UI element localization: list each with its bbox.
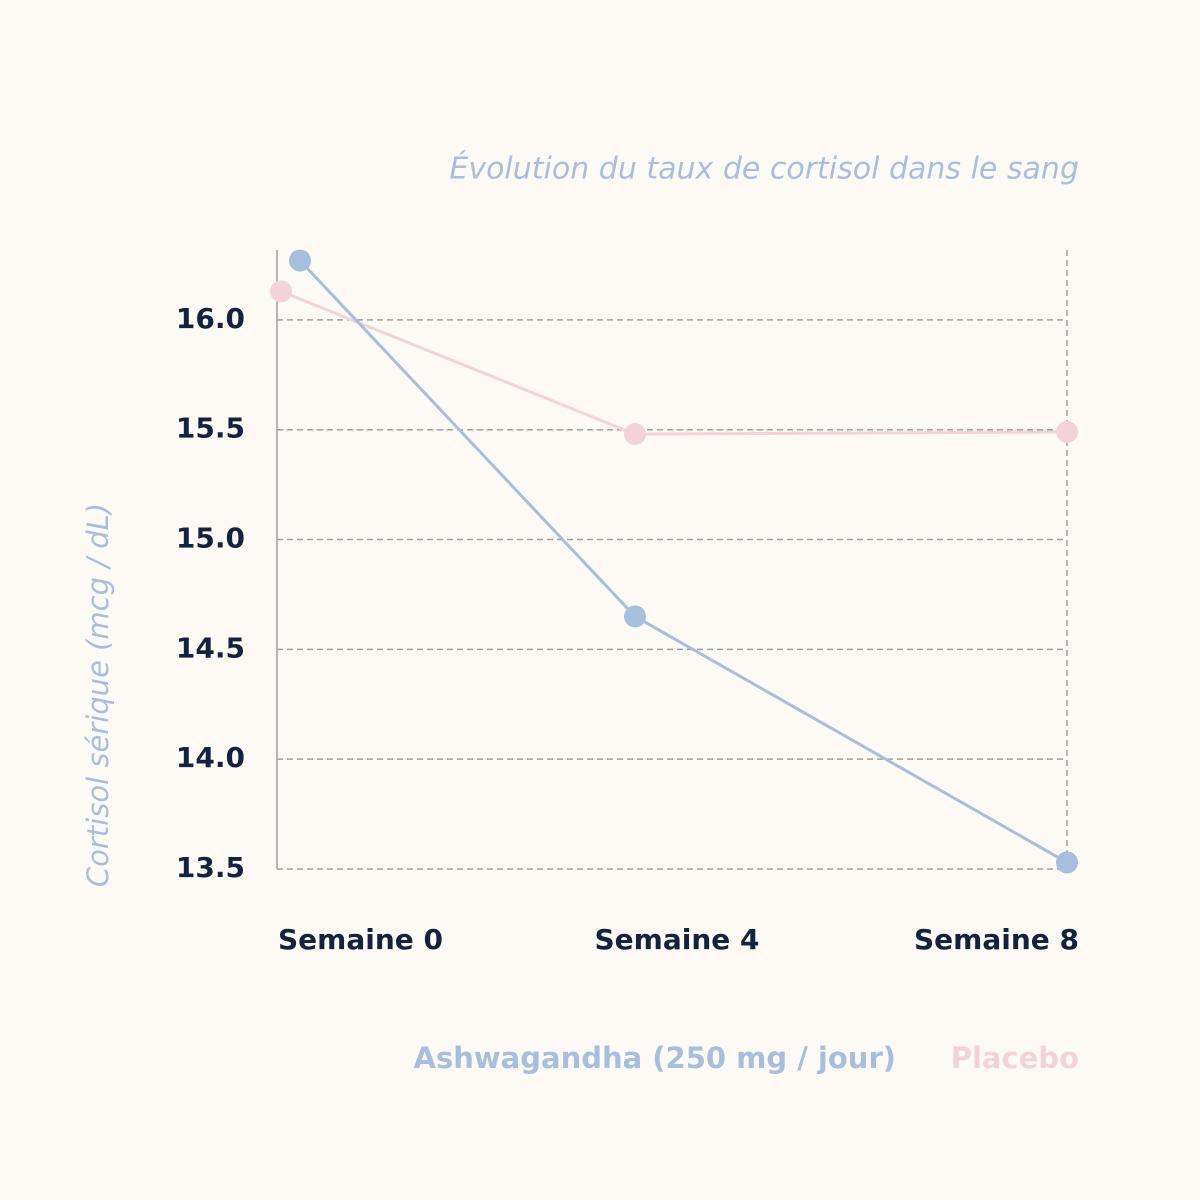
y-tick-label: 14.5	[176, 631, 245, 664]
legend-entry: Ashwagandha (250 mg / jour)	[414, 1041, 896, 1075]
x-tick-label: Semaine 4	[595, 923, 760, 956]
y-axis-label: Cortisol sérique (mcg / dL)	[81, 503, 115, 887]
data-point	[624, 423, 646, 446]
data-point	[289, 249, 311, 272]
chart-title: Évolution du taux de cortisol dans le sa…	[449, 151, 1079, 187]
y-tick-label: 16.0	[176, 302, 245, 335]
x-tick-label: Semaine 0	[278, 923, 443, 956]
data-point	[1056, 851, 1078, 874]
x-tick-label: Semaine 8	[914, 923, 1079, 956]
y-tick-label: 15.0	[176, 522, 245, 555]
data-point	[270, 280, 292, 303]
y-tick-label: 14.0	[176, 741, 245, 774]
data-point	[1056, 420, 1078, 443]
legend-entry: Placebo	[951, 1041, 1079, 1075]
y-tick-label: 15.5	[176, 412, 245, 445]
y-tick-label: 13.5	[176, 851, 245, 884]
data-point	[624, 605, 646, 628]
